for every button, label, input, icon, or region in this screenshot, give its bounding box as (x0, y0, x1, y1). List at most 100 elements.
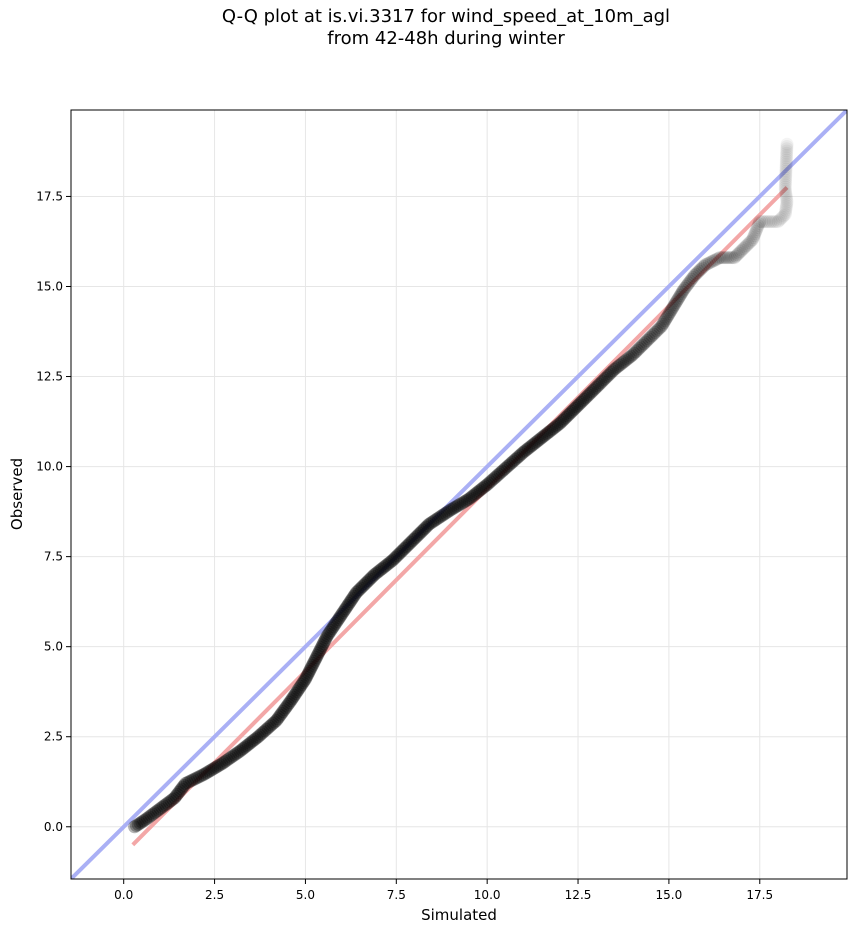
quantile-point (556, 413, 570, 427)
quantile-point (361, 574, 375, 588)
quantile-point (779, 157, 793, 171)
quantile-point (778, 178, 792, 192)
quantile-point (268, 715, 282, 729)
quantile-point (779, 173, 793, 187)
quantile-point (675, 285, 689, 299)
quantile-point (392, 547, 406, 561)
quantile-point (698, 258, 712, 272)
quantile-point (317, 635, 331, 649)
quantile-point (507, 454, 521, 468)
quantile-point (251, 730, 265, 744)
quantile-point (627, 346, 641, 360)
quantile-point (585, 385, 599, 399)
quantile-point (426, 515, 440, 529)
quantile-point (331, 613, 345, 627)
quantile-point (586, 383, 600, 397)
quantile-point (451, 498, 465, 512)
quantile-point (381, 557, 395, 571)
quantile-point (157, 799, 171, 813)
quantile-point (462, 492, 476, 506)
quantile-point (170, 787, 184, 801)
quantile-point (638, 335, 652, 349)
quantile-point (521, 441, 535, 455)
quantile-point (640, 334, 654, 348)
quantile-point (483, 475, 497, 489)
quantile-point (298, 672, 312, 686)
quantile-point (779, 169, 793, 183)
quantile-point (749, 225, 763, 239)
x-tick-label: 7.5 (387, 888, 406, 902)
quantile-point (433, 510, 447, 524)
quantile-point (128, 820, 142, 834)
quantile-point (198, 766, 212, 780)
quantile-point (238, 740, 252, 754)
quantile-point (352, 583, 366, 597)
quantile-point (340, 600, 354, 614)
grid (71, 110, 847, 879)
quantile-point (653, 321, 667, 335)
quantile-point (709, 253, 723, 267)
quantile-point (328, 618, 342, 632)
quantile-point (541, 426, 555, 440)
quantile-point (304, 660, 318, 674)
quantile-point (347, 589, 361, 603)
quantile-point (460, 493, 474, 507)
quantile-point (659, 312, 673, 326)
quantile-point (191, 771, 205, 785)
x-tick-label: 12.5 (565, 888, 592, 902)
quantile-point (583, 386, 597, 400)
quantile-point (780, 146, 794, 160)
quantile-point (311, 647, 325, 661)
points (128, 137, 794, 834)
quantile-point (592, 377, 606, 391)
quantile-point (195, 769, 209, 783)
quantile-point (413, 526, 427, 540)
quantile-point (658, 314, 672, 328)
x-axis-label: Simulated (421, 906, 497, 924)
quantile-point (323, 625, 337, 639)
quantile-point (562, 407, 576, 421)
quantile-point (467, 488, 481, 502)
quantile-point (289, 687, 303, 701)
quantile-point (546, 422, 560, 436)
quantile-point (315, 639, 329, 653)
quantile-point (220, 753, 234, 767)
quantile-point (155, 800, 169, 814)
quantile-point (563, 406, 577, 420)
quantile-point (629, 345, 643, 359)
quantile-point (283, 696, 297, 710)
quantile-point (780, 137, 794, 151)
quantile-point (228, 748, 242, 762)
x-tick-label: 17.5 (746, 888, 773, 902)
quantile-point (624, 349, 638, 363)
quantile-point (422, 517, 436, 531)
quantile-point (193, 770, 207, 784)
y-tick-label: 15.0 (36, 279, 63, 293)
quantile-point (570, 400, 584, 414)
quantile-point (405, 534, 419, 548)
quantile-point (284, 694, 298, 708)
y-tick-label: 2.5 (44, 730, 63, 744)
quantile-point (140, 811, 154, 825)
quantile-point (715, 251, 729, 265)
quantile-point (778, 182, 792, 196)
quantile-point (371, 565, 385, 579)
quantile-point (341, 598, 355, 612)
quantile-point (779, 191, 793, 205)
quantile-point (464, 491, 478, 505)
quantile-point (348, 587, 362, 601)
quantile-point (442, 504, 456, 518)
quantile-point (513, 448, 527, 462)
quantile-point (597, 373, 611, 387)
quantile-point (566, 403, 580, 417)
quantile-point (215, 757, 229, 771)
quantile-point (169, 789, 183, 803)
quantile-point (617, 354, 631, 368)
quantile-point (233, 744, 247, 758)
quantile-point (231, 745, 245, 759)
quantile-point (366, 569, 380, 583)
quantile-point (582, 388, 596, 402)
quantile-point (594, 376, 608, 390)
quantile-point (650, 324, 664, 338)
quantile-point (269, 714, 283, 728)
